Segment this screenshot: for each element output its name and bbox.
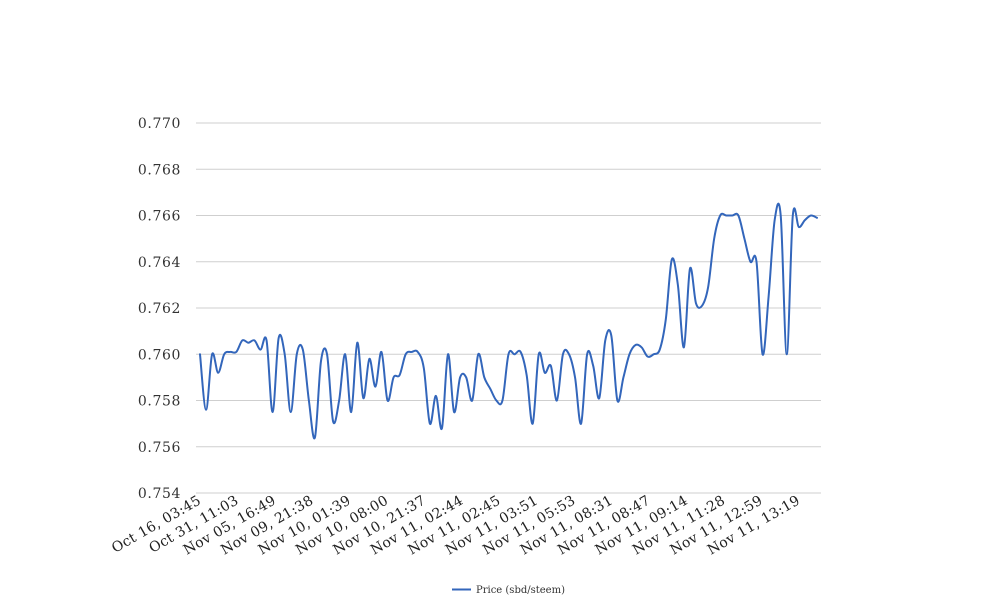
y-tick-label: 0.766: [138, 209, 181, 225]
y-tick-label: 0.768: [138, 162, 181, 178]
y-tick-label: 0.756: [138, 440, 181, 456]
gridlines: [196, 122, 821, 494]
legend: Price (sbd/steem): [452, 585, 565, 596]
y-tick-label: 0.760: [138, 347, 181, 363]
y-axis-ticks: 0.754 0.756 0.758 0.760 0.762 0.764 0.766 0.768…: [138, 116, 181, 502]
legend-label: Price (sbd/steem): [476, 585, 565, 596]
series-line-price: [199, 202, 818, 440]
y-tick-label: 0.764: [138, 255, 181, 271]
y-tick-label: 0.754: [138, 486, 181, 502]
y-tick-label: 0.758: [138, 394, 181, 410]
y-tick-label: 0.762: [138, 301, 181, 317]
series-lines: [199, 202, 818, 440]
y-tick-label: 0.770: [138, 116, 181, 132]
